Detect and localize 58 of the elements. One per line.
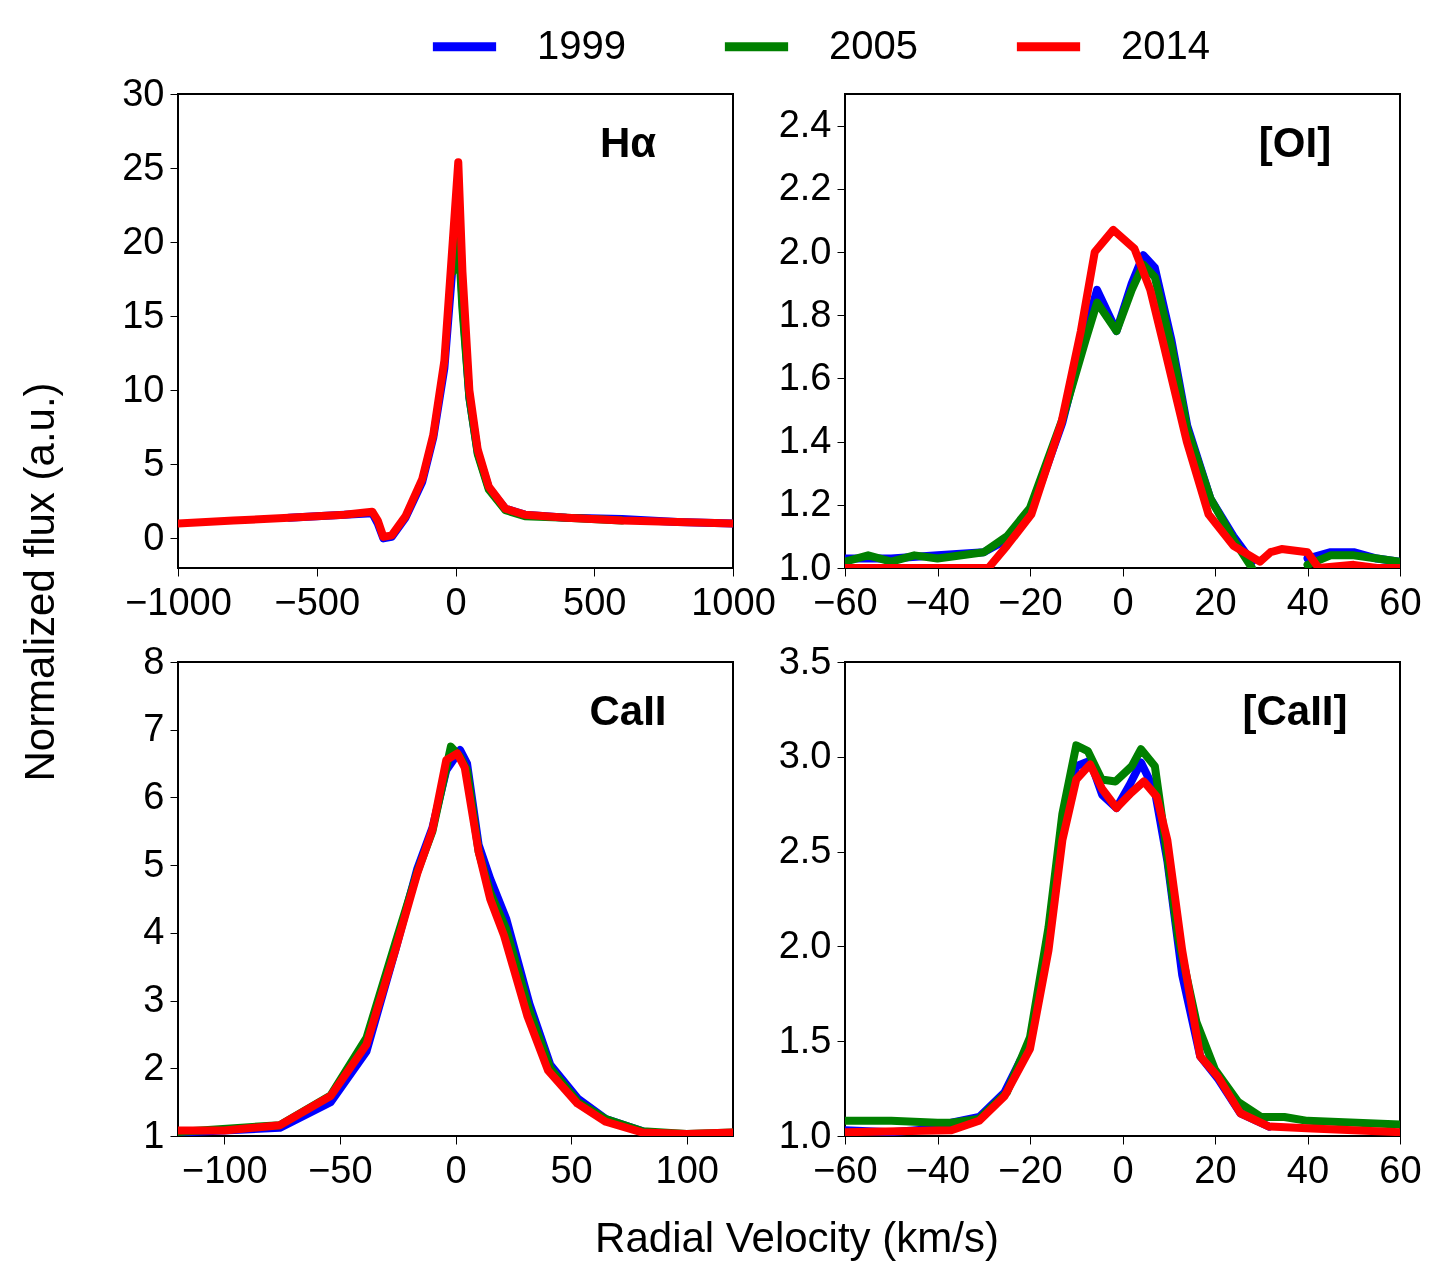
y-tick-label: 4 — [143, 910, 165, 953]
legend-label: 2005 — [829, 22, 918, 67]
y-tick-label: 1.2 — [778, 482, 832, 525]
x-tick-label: −100 — [181, 1148, 268, 1191]
y-tick-label: 6 — [143, 774, 165, 817]
x-tick-label: −1000 — [125, 580, 232, 623]
y-tick-label: 30 — [122, 71, 165, 114]
x-tick-label: 500 — [563, 580, 627, 623]
y-tick-label: 5 — [143, 441, 165, 484]
x-tick-label: −20 — [998, 580, 1063, 623]
x-tick-label: −40 — [905, 1148, 971, 1191]
text: Hα — [599, 119, 657, 166]
x-tick-label: 60 — [1379, 1148, 1422, 1191]
x-tick-label: −40 — [905, 580, 971, 623]
y-tick-label: 2.0 — [778, 923, 832, 966]
y-tick-label: 3.5 — [778, 639, 832, 682]
y-tick-label: 20 — [122, 219, 165, 262]
x-tick-label: 40 — [1286, 580, 1330, 623]
y-tick-label: 1.6 — [778, 355, 832, 398]
x-tick-label: 0 — [445, 1148, 467, 1191]
x-tick-label: 50 — [550, 1148, 593, 1191]
x-tick-label: −20 — [998, 1148, 1063, 1191]
y-tick-label: 3.0 — [778, 734, 832, 777]
y-tick-label: 25 — [122, 145, 165, 188]
x-tick-label: 40 — [1286, 1148, 1330, 1191]
y-tick-label: 2 — [143, 1045, 165, 1088]
legend-label: 1999 — [537, 22, 626, 67]
x-tick-label: 1000 — [691, 580, 776, 623]
x-tick-label: 20 — [1194, 580, 1237, 623]
x-tick-label: 60 — [1379, 580, 1422, 623]
x-tick-label: −50 — [308, 1148, 373, 1191]
y-tick-label: 15 — [122, 293, 165, 336]
y-tick-label: 2.4 — [778, 103, 832, 146]
y-tick-label: 7 — [143, 707, 165, 750]
y-tick-label: 1.4 — [778, 419, 832, 462]
y-tick-label: 1.8 — [778, 292, 832, 335]
y-tick-label: 1 — [143, 1113, 165, 1156]
text: CaII — [589, 687, 667, 734]
text: [CaII] — [1242, 687, 1348, 734]
y-tick-label: 1.5 — [778, 1018, 832, 1061]
y-tick-label: 5 — [143, 842, 165, 885]
y-tick-label: 3 — [143, 978, 165, 1021]
y-tick-label: 2.0 — [778, 229, 832, 272]
y-tick-label: 8 — [143, 639, 165, 682]
y-tick-label: 10 — [122, 367, 165, 410]
y-tick-label: 2.2 — [778, 166, 832, 209]
x-tick-label: 100 — [655, 1148, 719, 1191]
x-tick-label: 20 — [1194, 1148, 1237, 1191]
text: [OI] — [1258, 119, 1332, 166]
y-tick-label: 0 — [143, 515, 165, 558]
x-axis-title: Radial Velocity (km/s) — [595, 1214, 999, 1262]
x-tick-label: 0 — [1112, 1148, 1134, 1191]
y-tick-label: 2.5 — [778, 829, 832, 872]
x-tick-label: 0 — [1112, 580, 1134, 623]
y-axis-title: Normalized flux (a.u.) — [16, 382, 64, 782]
legend-label: 2014 — [1121, 22, 1210, 67]
x-tick-label: 0 — [445, 580, 467, 623]
x-tick-label: −500 — [274, 580, 361, 623]
